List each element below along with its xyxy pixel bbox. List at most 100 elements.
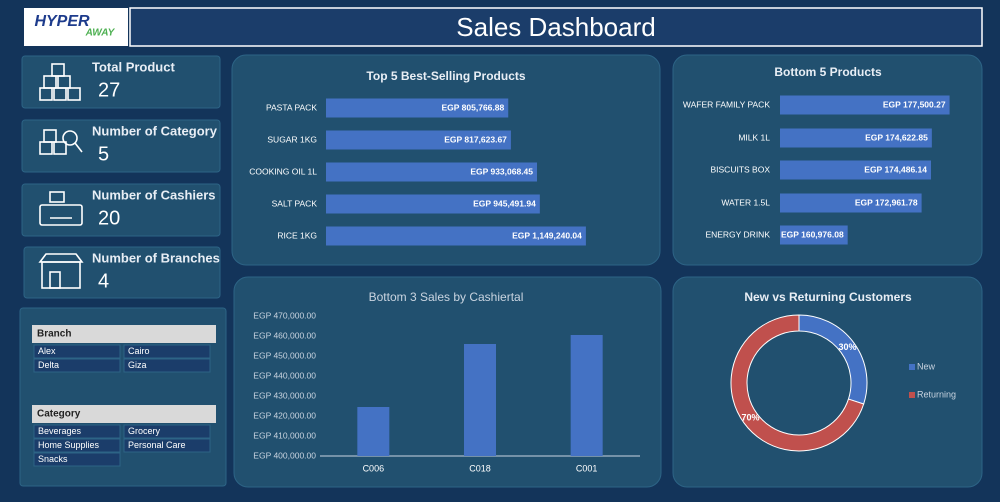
bar [326,98,509,118]
y-tick-label: EGP 440,000.00 [253,370,316,380]
category-label: SALT PACK [272,198,318,208]
kpi-label: Number of Category [92,123,218,138]
title-bar [129,7,983,47]
kpi-card [21,119,221,173]
category-label: RICE 1KG [277,230,317,240]
slicer-header [32,325,216,343]
kpi-value: 20 [98,207,120,229]
legend-label: New [917,361,936,371]
category-label: WATER 1.5L [721,197,770,207]
slicer-item[interactable] [33,344,121,359]
value-label: EGP 172,961.78 [855,197,918,207]
y-tick-label: EGP 420,000.00 [253,410,316,420]
legend-label: Returning [917,389,956,399]
category-label: BISCUITS BOX [710,164,770,174]
bar [780,128,932,148]
value-label: EGP 177,500.27 [883,99,946,109]
category-label: SUGAR 1KG [267,134,317,144]
category-label: MILK 1L [738,132,770,142]
slicer-item-label: Delta [38,360,59,370]
slicer-item[interactable] [123,438,211,453]
slicer-item-label: Home Supplies [38,440,100,450]
kpi-card [21,183,221,237]
slicer-header [32,405,216,423]
kpi-value: 27 [98,79,120,101]
slicer-item[interactable] [33,452,121,467]
store-icon [38,253,84,289]
bar [464,344,496,456]
bar [357,407,390,456]
register-icon [39,191,83,226]
legend-swatch [909,364,915,370]
slicer-item[interactable] [33,358,121,373]
dashboard-title: Sales Dashboard [456,12,655,42]
kpi-value: 4 [98,270,109,292]
kpi-label: Number of Branches [92,250,220,265]
kpi-label: Total Product [92,59,175,74]
slicer-item-label: Personal Care [128,440,186,450]
y-tick-label: EGP 460,000.00 [253,330,316,340]
bar [326,130,511,150]
kpi-card [21,55,221,109]
value-label: 70% [741,413,759,423]
logo-main: HYPER [34,13,90,30]
slicer-item-label: Giza [128,360,147,370]
slicer-item[interactable] [123,424,211,439]
value-label: EGP 805,766.88 [442,102,505,112]
slicer-item-label: Grocery [128,426,161,436]
logo-box [24,8,128,46]
kpi-card [23,246,221,299]
value-label: EGP 160,976.08 [781,229,844,239]
y-tick-label: EGP 430,000.00 [253,390,316,400]
kpi-label: Number of Cashiers [92,187,216,202]
x-tick-label: C001 [576,463,598,473]
bar [780,193,922,213]
value-label: EGP 817,623.67 [444,134,507,144]
slicer-item-label: Beverages [38,426,82,436]
category-icon [39,129,83,155]
slicer-item[interactable] [123,344,211,359]
x-tick-label: C018 [469,463,491,473]
chart-panel [233,276,662,488]
slicer-title: Branch [37,329,71,340]
value-label: 30% [839,342,857,352]
bar [780,160,931,180]
slicer-item-label: Alex [38,346,56,356]
box-icon [39,63,81,101]
category-label: COOKING OIL 1L [249,166,317,176]
bar [570,335,603,456]
category-label: ENERGY DRINK [705,229,770,239]
slicer-item-label: Snacks [38,454,68,464]
legend-swatch [909,392,915,398]
bar [326,162,538,182]
value-label: EGP 933,068.45 [470,166,533,176]
chart-panel [672,276,983,488]
slicer-item[interactable] [33,438,121,453]
bar [326,194,540,214]
value-label: EGP 1,149,240.04 [512,230,582,240]
bar [780,225,848,245]
chart-title: Bottom 5 Products [774,65,882,79]
y-tick-label: EGP 400,000.00 [253,450,316,460]
x-tick-label: C006 [363,463,385,473]
value-label: EGP 174,486.14 [864,164,927,174]
y-tick-label: EGP 470,000.00 [253,310,316,320]
logo-sub: AWAY [85,28,116,39]
slicer-title: Category [37,409,81,420]
chart-title: New vs Returning Customers [744,290,912,304]
y-tick-label: EGP 450,000.00 [253,350,316,360]
kpi-value: 5 [98,143,109,165]
slicer-item-label: Cairo [128,346,150,356]
slicer-item[interactable] [123,358,211,373]
donut-slice [730,314,865,452]
chart-title: Top 5 Best-Selling Products [366,69,525,83]
bar [780,95,950,115]
y-tick-label: EGP 410,000.00 [253,430,316,440]
value-label: EGP 945,491.94 [473,198,536,208]
bar [326,226,586,246]
slicer-item[interactable] [33,424,121,439]
category-label: PASTA PACK [266,102,317,112]
chart-title: Bottom 3 Sales by Cashiertal [369,290,524,304]
category-label: WAFER FAMILY PACK [683,99,770,109]
